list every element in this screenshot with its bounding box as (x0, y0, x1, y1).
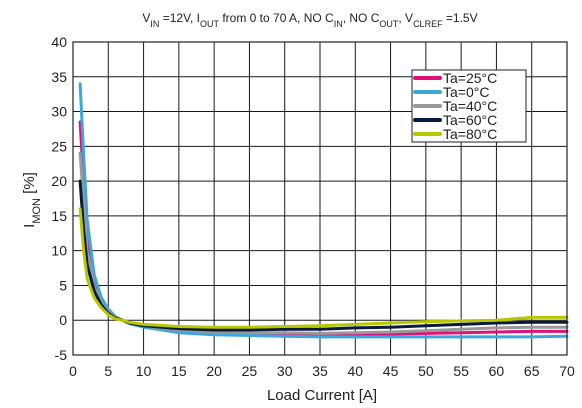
x-axis-label: Load Current [A] (267, 387, 377, 404)
y-label-sub: MON (31, 198, 43, 224)
title-part: OUT (200, 19, 220, 29)
chart-title: VIN =12V, IOUT from 0 to 70 A, NO CIN, N… (142, 11, 477, 29)
y-tick-label: 5 (59, 277, 67, 293)
title-part: V (142, 11, 150, 25)
x-tick-label: 5 (104, 363, 112, 379)
x-tick-label: 20 (206, 363, 222, 379)
x-tick-label: 30 (277, 363, 293, 379)
x-tick-label: 55 (453, 363, 469, 379)
series-line-1 (78, 82, 569, 339)
y-tick-label: -5 (55, 347, 68, 363)
y-label-main: I (21, 224, 38, 228)
y-axis-label: IMON [%] (21, 172, 43, 228)
x-tick-label: 65 (524, 363, 540, 379)
title-part: IN (334, 19, 343, 29)
x-tick-label: 0 (69, 363, 77, 379)
x-tick-label: 50 (418, 363, 434, 379)
x-tick-label: 40 (347, 363, 363, 379)
y-label-rest: [%] (21, 172, 38, 198)
legend-label: Ta=60°C (443, 112, 497, 128)
legend: Ta=25°CTa=0°CTa=40°CTa=60°CTa=80°C (411, 69, 527, 143)
plot-frame (72, 41, 568, 356)
y-tick-labels: -5 0 5 10 15 20 25 30 35 40 (51, 34, 67, 363)
y-tick-label: 10 (51, 243, 67, 259)
y-tick-label: 35 (51, 69, 67, 85)
y-tick-label: 40 (51, 34, 67, 50)
series-lines (78, 82, 569, 339)
title-part: OUT (379, 19, 399, 29)
x-tick-labels: 0 5 10 15 20 25 30 35 40 45 50 55 60 65 70 (69, 363, 575, 379)
title-part: =12V, I (159, 11, 200, 25)
y-tick-label: 25 (51, 138, 67, 154)
x-tick-label: 60 (489, 363, 505, 379)
legend-label: Ta=80°C (443, 126, 497, 142)
series-line-0 (78, 120, 569, 337)
legend-label: Ta=0°C (443, 84, 489, 100)
legend-label: Ta=25°C (443, 70, 497, 86)
title-part: , NO C (343, 11, 380, 25)
title-part: CLREF (413, 19, 443, 29)
title-part: IN (150, 19, 159, 29)
title-part: from 0 to 70 A, NO C (219, 11, 334, 25)
x-tick-label: 10 (136, 363, 152, 379)
title-part: , V (398, 11, 413, 25)
y-tick-label: 20 (51, 173, 67, 189)
x-tick-label: 70 (559, 363, 575, 379)
series-line-4 (78, 207, 569, 329)
x-tick-label: 25 (242, 363, 258, 379)
x-tick-label: 15 (171, 363, 187, 379)
x-tick-label: 45 (383, 363, 399, 379)
y-tick-label: 30 (51, 104, 67, 120)
legend-label: Ta=40°C (443, 98, 497, 114)
title-part: =1.5V (443, 11, 478, 25)
series-line-3 (78, 179, 569, 332)
y-tick-label: 15 (51, 208, 67, 224)
series-line-2 (78, 151, 569, 335)
y-tick-label: 0 (59, 312, 67, 328)
x-tick-label: 35 (312, 363, 328, 379)
